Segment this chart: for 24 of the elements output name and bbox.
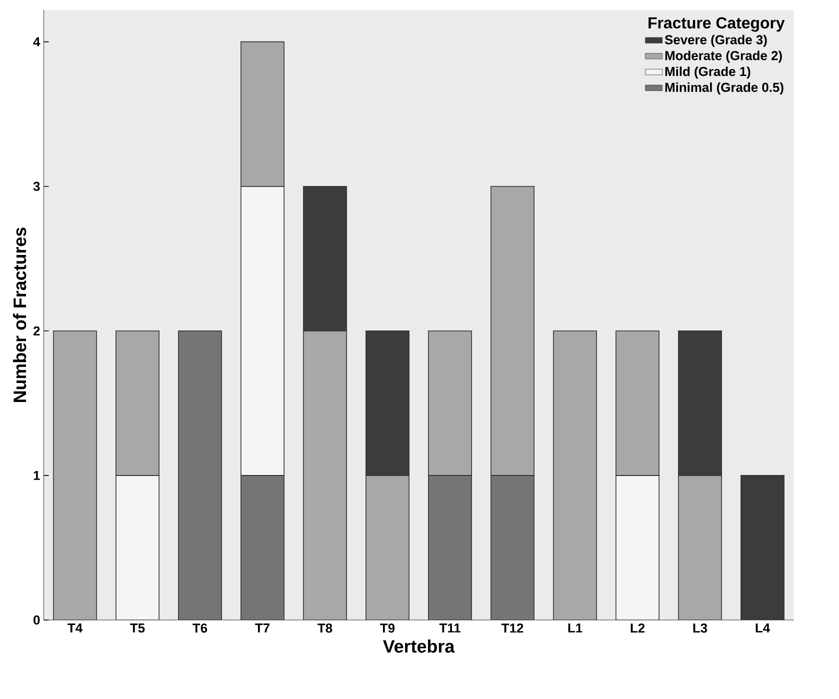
y-tick-label: 2 [33, 326, 40, 336]
y-tick-label: 3 [33, 182, 40, 191]
x-tick-label: T8 [318, 624, 332, 633]
y-tick-label: 1 [34, 470, 40, 480]
legend-label: Mild (Grade 1) [665, 66, 750, 79]
x-tick-label: L4 [756, 624, 770, 632]
x-tick-label: L2 [630, 624, 645, 633]
x-tick-label: T9 [380, 624, 395, 633]
x-tick-label: T11 [439, 624, 460, 632]
legend-title: Fracture Category [648, 17, 785, 32]
y-axis-title: Number of Fractures [13, 228, 26, 402]
y-tick-label: 0 [34, 615, 40, 625]
x-axis-title: Vertebra [382, 640, 455, 653]
x-tick-label: T12 [501, 624, 524, 633]
x-tick-label: L1 [568, 624, 582, 632]
x-tick-label: T6 [192, 624, 208, 633]
legend-label: Moderate (Grade 2) [665, 50, 782, 63]
x-tick-label: L3 [693, 624, 708, 633]
legend-label: Minimal (Grade 0.5) [665, 82, 784, 95]
y-tick-label: 4 [33, 37, 40, 46]
x-tick-label: T7 [255, 624, 270, 632]
x-tick-label: T4 [68, 624, 82, 632]
legend-label: Severe (Grade 3) [664, 34, 767, 47]
x-tick-label: T5 [130, 624, 145, 633]
